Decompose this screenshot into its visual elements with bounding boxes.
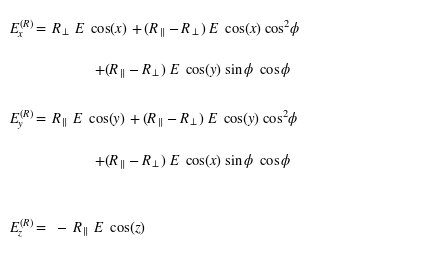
Text: $E_x^{(R)} = \ R_{\perp}\ E\ \ \mathrm{cos}(x)\ +(R_{\parallel} - R_{\perp})\ E\: $E_x^{(R)} = \ R_{\perp}\ E\ \ \mathrm{c… [9,18,300,40]
Text: $+(R_{\parallel} - R_{\perp})\ E\ \ \mathrm{cos}(y)\ \sin\phi\ \ \cos\phi$: $+(R_{\parallel} - R_{\perp})\ E\ \ \mat… [94,61,291,80]
Text: $+(R_{\parallel} - R_{\perp})\ E\ \ \mathrm{cos}(x)\ \sin\phi\ \ \cos\phi$: $+(R_{\parallel} - R_{\perp})\ E\ \ \mat… [94,153,291,171]
Text: $E_z^{(R)} = \ \ -\ R_{\parallel}\ E\ \ \mathrm{cos}(z)$: $E_z^{(R)} = \ \ -\ R_{\parallel}\ E\ \ … [9,218,146,239]
Text: $E_y^{(R)} = \ R_{\parallel}\ E\ \ \mathrm{cos}(y)\ +(R_{\parallel} - R_{\perp}): $E_y^{(R)} = \ R_{\parallel}\ E\ \ \math… [9,109,299,132]
